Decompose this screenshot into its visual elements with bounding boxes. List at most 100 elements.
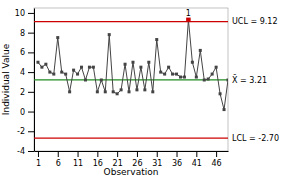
point [159, 71, 162, 74]
tick-mark [28, 33, 34, 34]
axis-line [35, 151, 229, 152]
point [215, 66, 218, 69]
tick-mark [97, 151, 98, 157]
point [179, 76, 182, 79]
point [187, 18, 190, 21]
point [100, 78, 103, 81]
tick: 41 [192, 151, 202, 168]
tick-mark [28, 151, 34, 152]
point [147, 61, 150, 64]
tick: -4 [17, 147, 34, 156]
tick: -2 [17, 127, 34, 136]
tick-label: 6 [56, 159, 61, 168]
point [207, 78, 210, 81]
point [124, 63, 127, 66]
annotation: 1 [186, 9, 191, 18]
tick: 31 [152, 151, 162, 168]
marks [34, 18, 228, 139]
point [36, 61, 39, 64]
point [60, 71, 63, 74]
tick-label: -4 [17, 147, 25, 156]
tick: 26 [132, 151, 142, 168]
point [191, 61, 194, 64]
tick-label: 46 [212, 159, 222, 168]
point [211, 73, 214, 76]
plot: 161116212631364146-4-202468101UCL = 9.12… [15, 8, 279, 168]
tick-label: 1 [36, 159, 41, 168]
tick-label: -2 [17, 127, 25, 136]
point [163, 73, 166, 76]
tick-mark [28, 131, 34, 132]
tick-label: 4 [20, 68, 25, 77]
y-axis: -4 -2 0 2 4 6 8 10 [15, 9, 35, 157]
tick-mark [28, 112, 34, 113]
series-line [38, 20, 228, 110]
point [171, 73, 174, 76]
tick: 36 [172, 151, 182, 168]
reference-label: LCL = -2.70 [232, 134, 279, 143]
point [120, 88, 123, 91]
point [92, 66, 95, 69]
highlight-point [186, 18, 191, 23]
tick-label: 2 [20, 88, 25, 97]
point [128, 90, 131, 93]
tick-mark [157, 151, 158, 157]
reference-label: X̄ = 3.21 [232, 74, 267, 84]
x-axis: 161116212631364146 [35, 151, 229, 168]
tick: 10 [15, 9, 34, 18]
reference-line [34, 21, 228, 22]
tick-mark [196, 151, 197, 157]
point [199, 49, 202, 52]
tick-mark [117, 151, 118, 157]
point [116, 92, 119, 95]
point [88, 66, 91, 69]
point [155, 38, 158, 41]
point [195, 76, 198, 79]
point [167, 66, 170, 69]
point [143, 88, 146, 91]
tick-mark [38, 151, 39, 157]
tick-mark [78, 151, 79, 157]
point [223, 108, 226, 111]
y-axis-title: Individual Value [1, 43, 11, 115]
tick: 21 [113, 151, 123, 168]
chart: 161116212631364146-4-202468101UCL = 9.12… [0, 0, 282, 179]
tick-label: 36 [172, 159, 182, 168]
tick-label: 41 [192, 159, 202, 168]
tick-mark [177, 151, 178, 157]
point [104, 90, 107, 93]
tick-label: 0 [20, 108, 25, 117]
point [52, 73, 55, 76]
point [96, 90, 99, 93]
point [48, 71, 51, 74]
tick-mark [137, 151, 138, 157]
point [139, 66, 142, 69]
tick: 11 [73, 151, 83, 168]
tick-mark [28, 52, 34, 53]
tick: 46 [212, 151, 222, 168]
point [56, 36, 59, 39]
point [131, 61, 134, 64]
point [203, 78, 206, 81]
tick: 4 [20, 68, 34, 77]
reference-line [34, 138, 228, 139]
tick-mark [58, 151, 59, 157]
point [76, 73, 79, 76]
tick-label: 11 [73, 159, 83, 168]
point [151, 90, 154, 93]
x-axis-title: Observation [104, 167, 159, 177]
point [44, 63, 47, 66]
tick-mark [28, 92, 34, 93]
reference-label: UCL = 9.12 [232, 17, 278, 26]
point [108, 33, 111, 36]
tick: 6 [56, 151, 61, 168]
annotations: 1 UCL = 9.12 X̄ = 3.21 LCL = -2.70 [186, 9, 279, 143]
point [68, 90, 71, 93]
tick-label: 6 [20, 48, 25, 57]
tick: 8 [20, 29, 34, 38]
plot-frame [34, 8, 228, 151]
point [64, 73, 67, 76]
tick-mark [28, 72, 34, 73]
tick: 1 [36, 151, 41, 168]
tick-label: 8 [20, 29, 25, 38]
